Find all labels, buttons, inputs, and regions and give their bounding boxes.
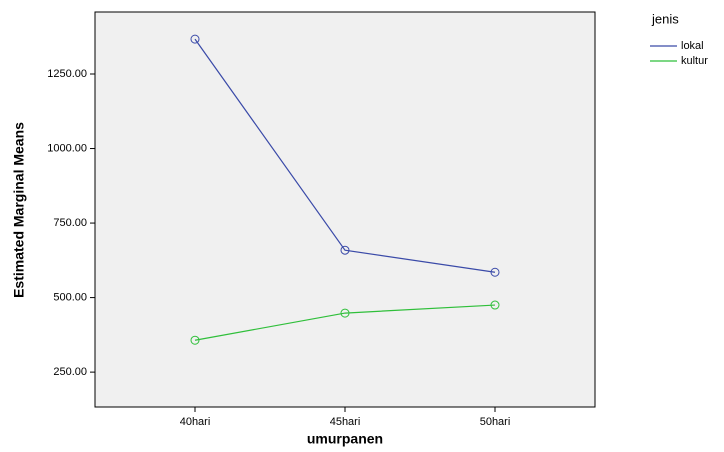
point-marker <box>190 34 200 44</box>
x-axis-title: umurpanen <box>307 431 383 447</box>
point-marker <box>490 267 500 277</box>
y-tick-label: 250.00 <box>53 366 87 378</box>
x-tick-label: 50hari <box>480 416 511 428</box>
point-marker <box>340 245 350 255</box>
y-tick-label: 750.00 <box>53 217 87 229</box>
series-line <box>194 38 496 273</box>
y-tick-label: 1250.00 <box>47 68 87 80</box>
x-tick-label: 45hari <box>330 416 361 428</box>
legend-label: kultur <box>681 55 708 67</box>
legend-title: jenis <box>651 11 679 26</box>
legend-label: lokal <box>681 40 704 52</box>
point-marker <box>340 308 350 318</box>
plot-area <box>94 11 596 408</box>
point-marker <box>490 300 500 310</box>
point-marker <box>190 335 200 345</box>
y-tick-label: 500.00 <box>53 291 87 303</box>
series-line <box>194 304 496 341</box>
y-axis-title: Estimated Marginal Means <box>11 122 27 298</box>
x-tick-label: 40hari <box>180 416 211 428</box>
y-tick-label: 1000.00 <box>47 142 87 154</box>
